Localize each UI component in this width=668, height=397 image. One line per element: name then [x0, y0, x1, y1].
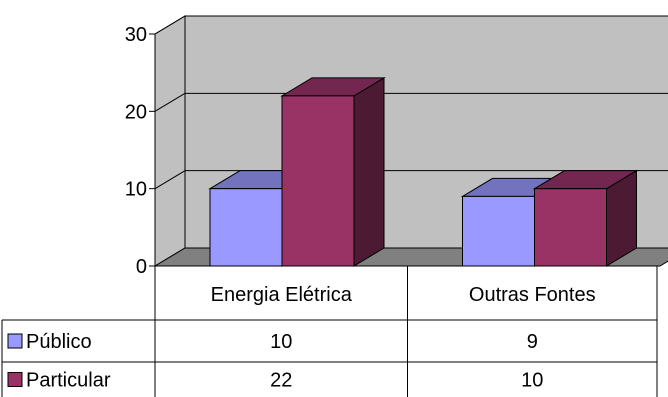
bar — [462, 195, 535, 267]
legend-key — [7, 372, 23, 387]
y-tick-label: 20 — [125, 101, 147, 123]
gridline-side — [154, 92, 186, 112]
y-tick-label: 30 — [125, 24, 147, 46]
gridline-side — [154, 170, 186, 190]
legend-label: Particular — [26, 370, 111, 392]
legend-key — [7, 333, 23, 349]
data-table-value: 22 — [270, 370, 292, 392]
bar-side — [353, 76, 385, 267]
data-table-value: 10 — [270, 331, 292, 353]
bar — [534, 188, 607, 267]
legend-label: Público — [26, 331, 92, 353]
x-category-label: Outras Fontes — [469, 284, 596, 306]
chart-side-wall — [154, 15, 186, 267]
data-table-value: 10 — [521, 370, 543, 392]
x-category-label: Energia Elétrica — [211, 284, 353, 306]
bar — [281, 95, 355, 267]
bar — [209, 188, 283, 267]
y-tick-label: 10 — [125, 179, 147, 201]
y-tick-label: 0 — [136, 256, 147, 278]
gridline-side — [154, 15, 186, 35]
data-table-value: 9 — [527, 331, 538, 353]
